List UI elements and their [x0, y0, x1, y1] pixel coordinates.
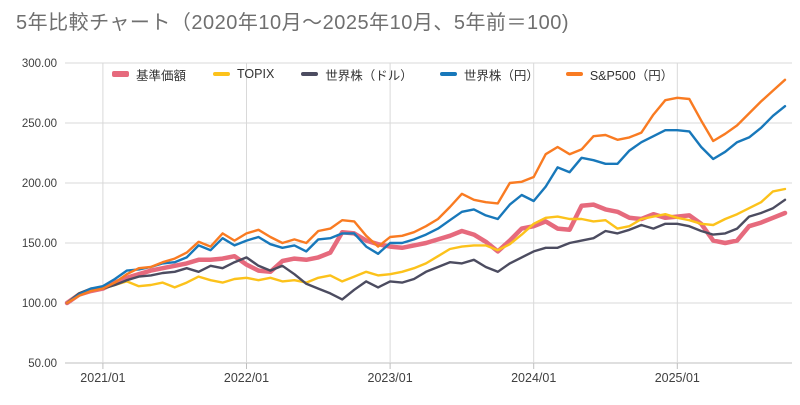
legend-label: 世界株（円）: [463, 68, 539, 83]
legend-item: S&P500（円）: [565, 65, 674, 84]
x-tick-label: 2021/01: [80, 371, 125, 385]
chart-legend: 基準価額 TOPIX 世界株（ドル） 世界株（円） S&P500（円）: [112, 64, 673, 84]
y-tick-label: 300.00: [22, 58, 57, 70]
legend-item: 基準価額: [112, 65, 186, 84]
y-tick-label: 150.00: [22, 238, 57, 250]
series-line-S&P500（円）: [65, 78, 787, 305]
y-tick-label: 50.00: [28, 358, 57, 370]
legend-swatch-icon: [439, 72, 457, 76]
legend-item: 世界株（円）: [439, 65, 539, 84]
chart-title: 5年比較チャート（2020年10月～2025年10月、5年前＝100): [16, 12, 570, 34]
legend-label: S&P500（円）: [589, 68, 674, 83]
x-tick-label: 2024/01: [511, 371, 556, 385]
legend-item: 世界株（ドル）: [301, 65, 413, 84]
legend-swatch-icon: [112, 71, 129, 77]
legend-swatch-icon: [301, 72, 319, 76]
x-tick-label: 2025/01: [655, 371, 700, 385]
legend-swatch-icon: [565, 72, 583, 76]
y-tick-label: 200.00: [22, 178, 57, 190]
y-tick-label: 100.00: [22, 298, 57, 310]
legend-label: 基準価額: [136, 68, 187, 83]
x-tick-label: 2023/01: [368, 371, 413, 385]
legend-label: 世界株（ドル）: [325, 68, 413, 83]
legend-label: TOPIX: [237, 67, 275, 81]
series-line-世界株（ドル）: [65, 198, 787, 305]
series-line-世界株（円）: [65, 104, 787, 305]
series-line-TOPIX: [65, 187, 787, 305]
series-line-基準価額: [64, 202, 788, 306]
y-tick-label: 250.00: [22, 118, 57, 130]
legend-swatch-icon: [213, 72, 231, 76]
legend-item: TOPIX: [213, 67, 274, 81]
x-tick-label: 2022/01: [224, 371, 269, 385]
